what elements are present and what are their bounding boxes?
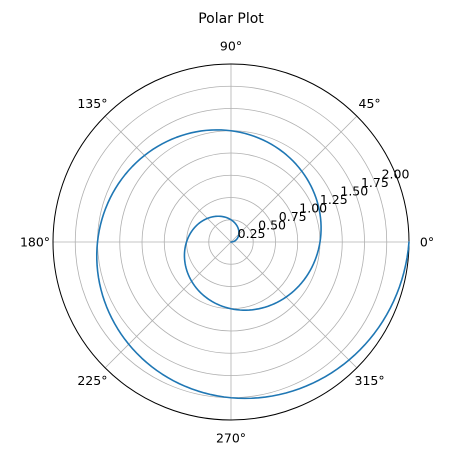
series-line-0 (95, 129, 410, 400)
theta-tick-label-1: 45° (359, 96, 381, 111)
grid-layer (52, 63, 410, 421)
theta-tick-label-3: 135° (77, 96, 107, 111)
r-tick-label-7: 2.00 (382, 166, 410, 181)
r-tick-label-6: 1.75 (361, 175, 389, 190)
theta-tick-label-7: 315° (355, 373, 385, 388)
theta-tick-label-2: 90° (220, 39, 242, 54)
theta-grid-line-7 (230, 241, 358, 369)
theta-tick-label-0: 0° (420, 235, 434, 250)
series-layer (95, 129, 410, 400)
theta-grid-line-5 (104, 241, 232, 369)
theta-grid-line-3 (104, 115, 232, 243)
r-tick-label-0: 0.25 (238, 226, 266, 241)
theta-tick-label-5: 225° (77, 373, 107, 388)
r-tick-label-5: 1.50 (340, 183, 368, 198)
theta-tick-label-4: 180° (20, 235, 50, 250)
tick-label-layer: 0° 45° 90° 135° 180° 225° 270° 315° 0.250.500.75… (20, 39, 434, 446)
theta-grid-line-1 (230, 115, 358, 243)
chart-title: Polar Plot (198, 11, 264, 27)
r-tick-label-1: 0.50 (258, 218, 286, 233)
r-tick-label-2: 0.75 (279, 209, 307, 224)
r-tick-label-3: 1.00 (299, 200, 327, 215)
r-tick-label-4: 1.25 (320, 192, 348, 207)
theta-tick-label-6: 270° (216, 431, 246, 446)
